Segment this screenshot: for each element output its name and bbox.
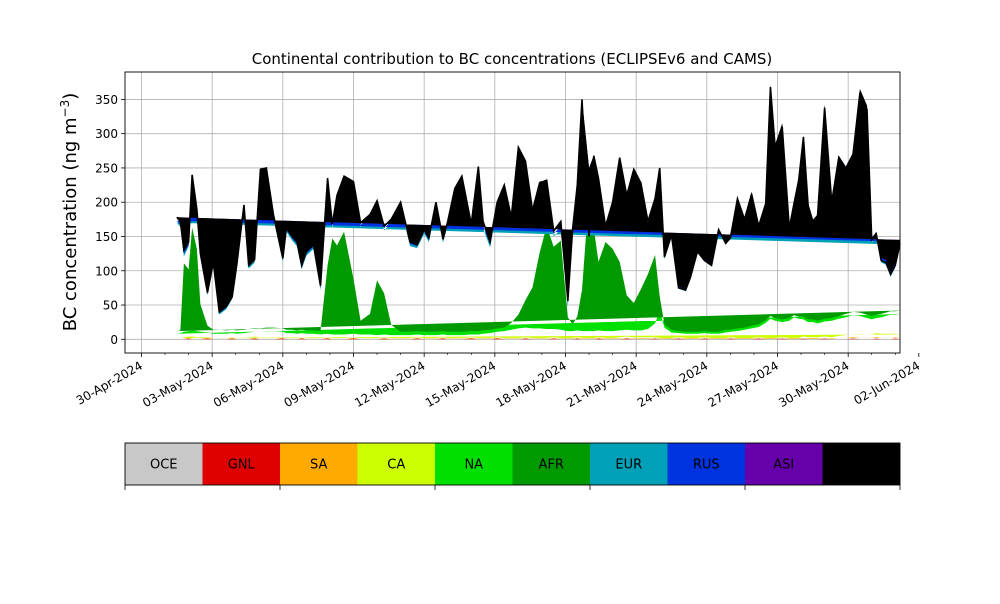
y-tick-label: 300: [95, 127, 118, 141]
chart-title: Continental contribution to BC concentra…: [252, 50, 773, 68]
y-tick-label: 200: [95, 196, 118, 210]
x-tick-label: 12-May-2024: [352, 358, 427, 410]
colorbar-swatch-sa: [280, 443, 358, 485]
colorbar-label-sa: SA: [310, 458, 327, 473]
colorbar-label-gnl: GNL: [228, 458, 256, 473]
colorbar-swatch-afr: [512, 443, 590, 485]
area-layer: [176, 85, 901, 340]
x-tick-label: 15-May-2024: [423, 358, 498, 410]
colorbar-label-aus: AUS: [848, 458, 875, 473]
x-tick-label: 09-May-2024: [282, 358, 357, 410]
area-series-afr: [176, 193, 900, 332]
x-tick-label: 24-May-2024: [635, 358, 710, 410]
colorbar-swatch-rus: [667, 443, 745, 485]
y-tick-label: 0: [110, 333, 118, 347]
colorbar-label-rus: RUS: [693, 458, 720, 473]
x-tick-label: 18-May-2024: [494, 358, 569, 410]
x-tick-label: 30-May-2024: [776, 358, 851, 410]
x-tick-label: 02-Jun-2024: [851, 358, 922, 407]
colorbar-swatch-gnl: [202, 443, 280, 485]
area-series-gnl: [176, 338, 900, 340]
colorbar-label-ca: CA: [387, 458, 405, 473]
colorbar-swatch-eur: [590, 443, 668, 485]
colorbar-label-na: NA: [464, 458, 483, 473]
colorbar-swatch-asi: [745, 443, 823, 485]
colorbar-label-afr: AFR: [539, 458, 564, 473]
area-series-ca: [176, 333, 900, 338]
colorbar-frame: [124, 442, 901, 486]
x-tick-label: 06-May-2024: [211, 358, 286, 410]
x-tick-label: 27-May-2024: [706, 358, 781, 410]
colorbar-label-oce: OCE: [150, 458, 178, 473]
area-series-aus: [176, 85, 900, 312]
area-series-sa: [176, 337, 900, 339]
y-tick-label: 100: [95, 264, 118, 278]
y-tick-label: 250: [95, 161, 118, 175]
x-tick-label: 03-May-2024: [140, 358, 215, 410]
colorbar-label-asi: ASI: [773, 458, 794, 473]
y-tick-label: 350: [95, 93, 118, 107]
colorbar-swatch-na: [435, 443, 513, 485]
x-tick-label: 21-May-2024: [564, 358, 639, 410]
colorbar-label-eur: EUR: [615, 458, 642, 473]
plot-frame: [124, 71, 901, 354]
colorbar-swatch-aus: [822, 443, 900, 485]
colorbar-swatch-ca: [357, 443, 435, 485]
region-colorbar: OCE GNL SA CA NA AFR EUR RUS ASI AUS: [124, 442, 901, 490]
y-tick-label: 50: [103, 299, 118, 313]
y-tick-label: 150: [95, 230, 118, 244]
y-axis-label: BC concentration (ng m−3): [58, 93, 81, 332]
colorbar-swatch-oce: [125, 443, 203, 485]
total-line: [176, 87, 901, 314]
x-tick-label: 30-Apr-2024: [74, 358, 145, 407]
